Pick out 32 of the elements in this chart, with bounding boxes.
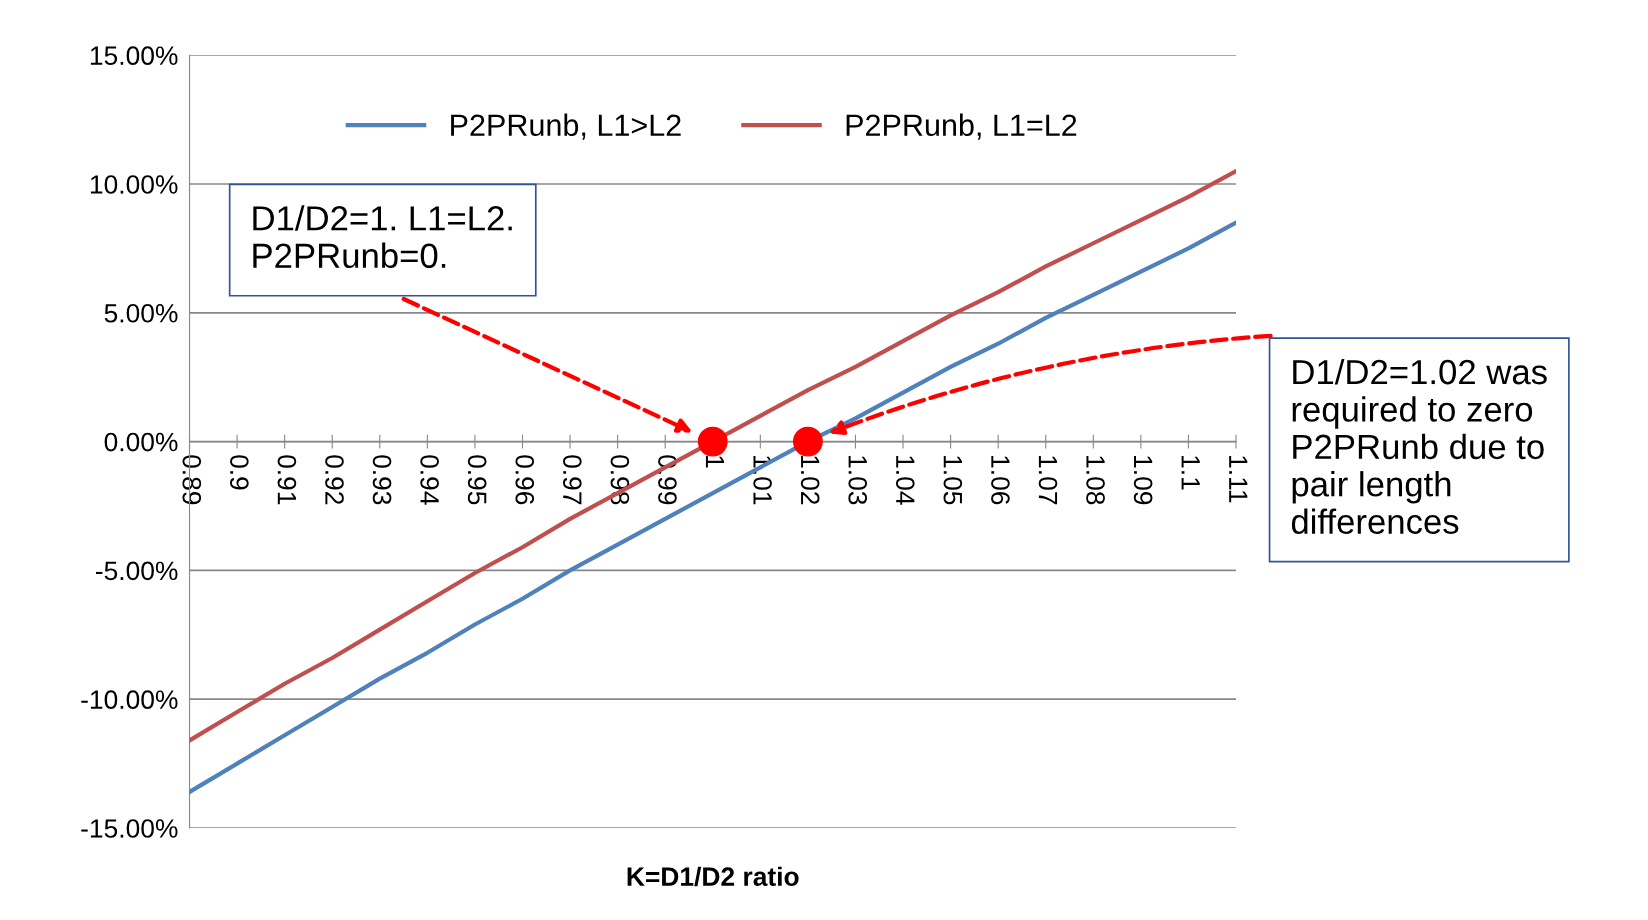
x-tick-label: 0.96 <box>515 455 535 505</box>
y-tick-label: 0.00% <box>104 432 178 452</box>
y-tick-label: 10.00% <box>90 175 178 194</box>
x-tick-label: 1.08 <box>1086 456 1105 505</box>
x-tick-label: 0.92 <box>325 455 344 505</box>
text: D1/D2=1.02 was required to zero P2PRunb due to pair length differences <box>1291 358 1547 534</box>
x-axis-title: K=D1/D2 ratio <box>627 866 799 887</box>
x-tick-label: 1.06 <box>991 456 1010 505</box>
x-tick-label: 1.09 <box>1133 456 1153 505</box>
x-tick-label: 1.07 <box>1038 456 1058 505</box>
y-tick-label: -5.00% <box>95 561 178 581</box>
x-tick-label: 1 <box>705 456 725 468</box>
x-tick-label: 1.1 <box>1181 456 1200 490</box>
y-tick-label: 15.00% <box>90 46 178 66</box>
annotation: D1/D2=1. L1=L2. P2PRunb=0. <box>253 205 512 269</box>
x-tick-label: 1.11 <box>1229 456 1248 503</box>
legend-label: P2PRunb, L1>L2 <box>451 113 681 140</box>
legend-label: P2PRunb, L1=L2 <box>846 113 1077 140</box>
x-tick-label: 0.91 <box>277 455 297 505</box>
x-tick-label: 1.03 <box>848 456 868 505</box>
x-tick-label: 0.94 <box>420 455 439 505</box>
x-tick-label: 1.05 <box>943 456 963 505</box>
y-tick-label: 5.00% <box>104 303 178 323</box>
x-tick-label: 0.97 <box>562 455 582 505</box>
y-tick-label: -15.00% <box>81 819 178 838</box>
x-tick-label: 0.9 <box>230 455 249 490</box>
x-tick-label: 0.93 <box>372 455 392 505</box>
x-tick-label: 0.95 <box>467 455 487 505</box>
x-tick-label: 0.89 <box>182 455 202 505</box>
x-tick-label: 1.02 <box>800 456 820 505</box>
y-tick-label: -10.00% <box>81 690 178 710</box>
x-tick-label: 1.04 <box>895 456 915 505</box>
